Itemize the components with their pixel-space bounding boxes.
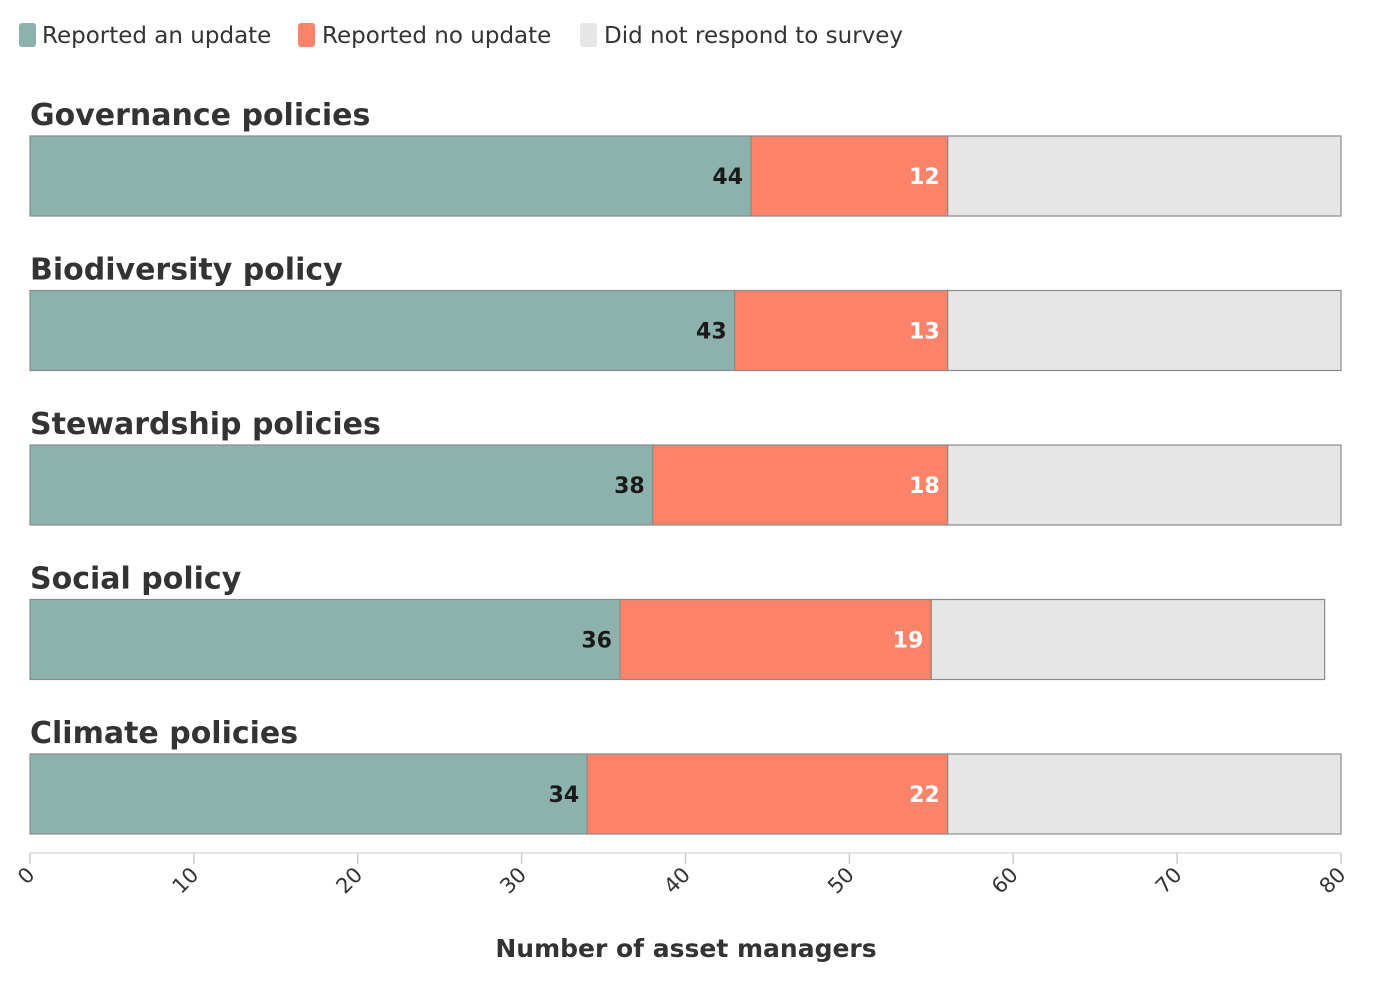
legend-label-reported-no-update: Reported no update [322,23,551,49]
category-label: Governance policies [30,98,370,133]
x-axis: 0 10 20 30 40 50 60 70 80 [13,852,1351,899]
category-label: Biodiversity policy [30,253,343,288]
bar-groups: Governance policies 44 12 Biodiversity poli… [29,98,1342,835]
bar-value-label: 13 [909,320,940,345]
bar-segment-did-not-respond-to-survey [947,135,1342,217]
x-tick-label: 40 [659,863,695,899]
bar-value-label: 18 [909,474,940,499]
bar-value-label: 22 [909,783,940,808]
legend-label-did-not-respond-to-survey: Did not respond to survey [604,23,903,49]
bar-value-label: 44 [712,165,743,190]
legend-label-reported-an-update: Reported an update [42,23,271,49]
bar-segment-reported-no-update [619,598,932,681]
bar-segment-reported-an-update [29,598,621,681]
bar-value-label: 12 [909,165,940,190]
bar-segment-reported-an-update [29,289,736,372]
bar-value-label: 34 [549,783,580,808]
bar-segment-reported-an-update [29,753,588,835]
bar-value-label: 43 [696,320,727,345]
bar-segment-did-not-respond-to-survey [947,753,1342,835]
x-tick-label: 60 [987,863,1023,899]
bar-segment-reported-no-update [586,753,949,835]
category-label: Social policy [30,562,242,597]
bar-segment-reported-no-update [652,444,949,526]
bar-segment-reported-an-update [29,444,654,526]
bar-group-stewardship-policies: Stewardship policies 38 18 [29,407,1342,526]
x-axis-title: Number of asset managers [495,934,876,963]
bar-group-climate-policies: Climate policies 34 22 [29,716,1342,835]
x-tick-label: 70 [1151,863,1187,899]
x-tick-label: 80 [1315,863,1351,899]
x-tick-label: 10 [168,863,204,899]
bar-segment-reported-no-update [734,289,949,372]
legend-swatch-reported-an-update [19,23,36,47]
bar-segment-did-not-respond-to-survey [947,444,1342,526]
bar-segment-reported-no-update [750,135,949,217]
bar-segment-reported-an-update [29,135,752,217]
x-tick-label: 50 [823,863,859,899]
x-tick-label: 20 [331,863,367,899]
bar-value-label: 19 [893,629,924,654]
legend-swatch-reported-no-update [298,23,315,47]
bar-value-label: 38 [614,474,645,499]
bar-value-label: 36 [581,629,612,654]
x-tick-label: 30 [495,863,531,899]
category-label: Stewardship policies [30,407,381,442]
chart-legend: Reported an update Reported no update Did … [19,23,903,49]
bar-segment-did-not-respond-to-survey [947,289,1342,372]
legend-swatch-did-not-respond-to-survey [580,23,597,47]
category-label: Climate policies [30,716,298,751]
bar-group-social-policy: Social policy 36 19 [29,562,1326,681]
bar-group-governance-policies: Governance policies 44 12 [29,98,1342,217]
bar-group-biodiversity-policy: Biodiversity policy 43 13 [29,253,1342,372]
x-tick-label: 0 [13,863,39,889]
bar-segment-did-not-respond-to-survey [930,598,1326,681]
